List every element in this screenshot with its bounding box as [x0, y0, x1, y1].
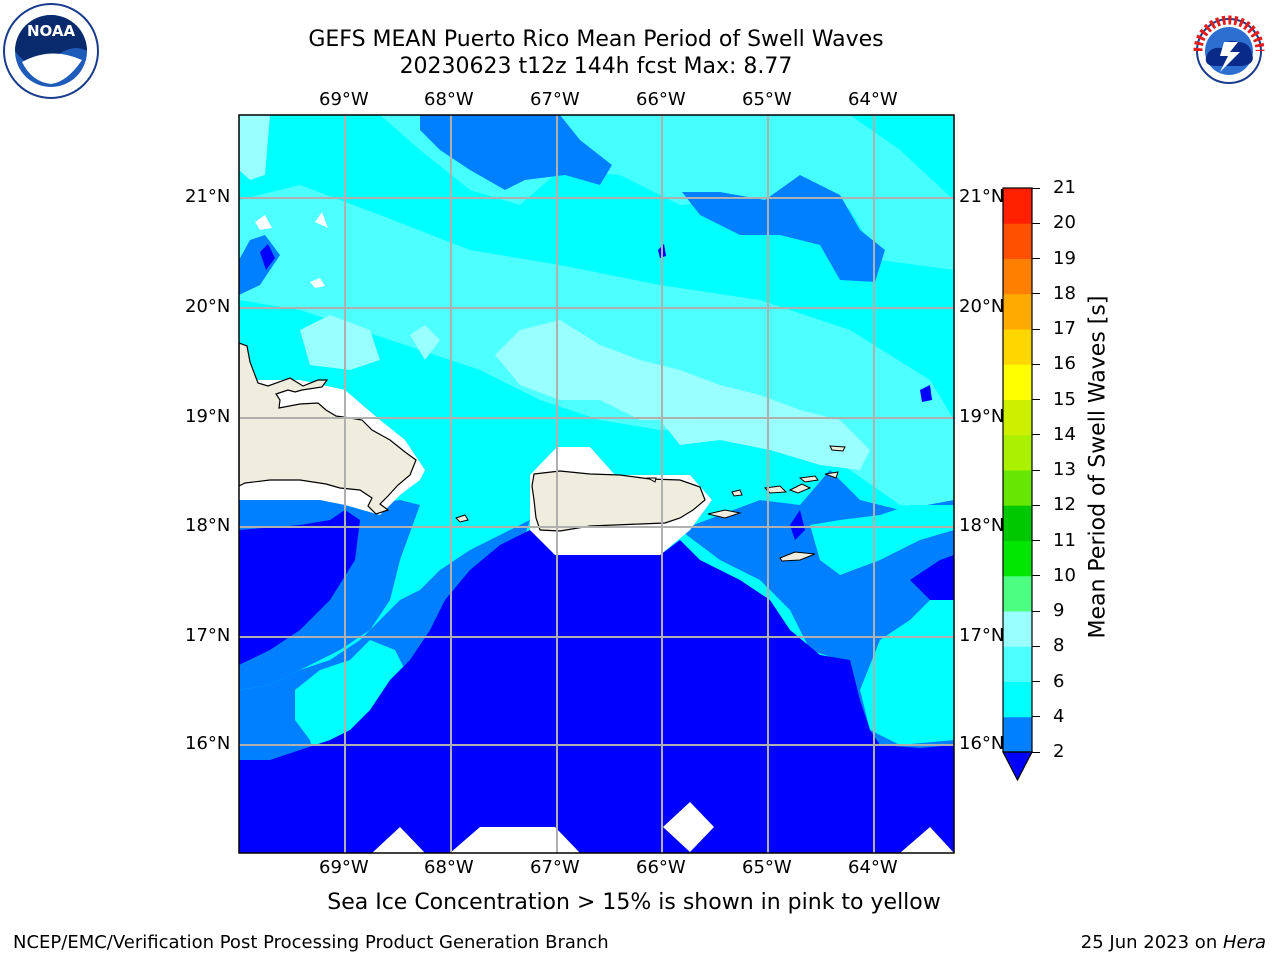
colorbar-tick-label: 16 — [1053, 353, 1076, 375]
colorbar-cell — [1003, 646, 1032, 682]
lat-label-right-2: 19°N — [959, 406, 1005, 427]
lon-label-top-4: 65°W — [742, 89, 792, 110]
colorbar-tick-label: 13 — [1053, 459, 1076, 480]
colorbar-tick-label: 17 — [1053, 318, 1076, 339]
colorbar — [1002, 187, 1033, 782]
colorbar-tick-label: 8 — [1053, 635, 1065, 657]
colorbar-tick-mark — [1032, 222, 1040, 224]
colorbar-title: Mean Period of Swell Waves [s] — [1085, 295, 1111, 639]
lat-label-right-4: 17°N — [959, 625, 1005, 646]
sea-ice-note: Sea Ice Concentration > 15% is shown in … — [0, 890, 1280, 915]
lat-label-left-1: 20°N — [185, 296, 231, 317]
swell-field-8-9 — [239, 115, 870, 470]
map-frame — [238, 114, 955, 854]
lon-label-top-0: 69°W — [319, 89, 369, 110]
colorbar-tick-mark — [1032, 399, 1040, 400]
colorbar-tick-label: 21 — [1053, 177, 1076, 198]
lon-label-top-1: 68°W — [424, 89, 474, 110]
colorbar-cell — [1003, 223, 1032, 259]
map-gridlines — [239, 115, 954, 853]
colorbar-tick-mark — [1032, 363, 1040, 365]
colorbar-cell — [1003, 399, 1032, 436]
footer-date: 25 Jun 2023 on Hera — [1081, 932, 1266, 953]
colorbar-cell — [1003, 293, 1032, 330]
lon-label-bottom-3: 66°W — [636, 857, 686, 878]
colorbar-cell — [1003, 716, 1032, 753]
colorbar-tick-label: 14 — [1053, 423, 1076, 445]
colorbar-tick-mark — [1032, 681, 1040, 682]
noaa-logo-text: NOAA — [27, 22, 76, 40]
colorbar-extend-triangle — [1002, 751, 1033, 782]
colorbar-tick-label: 2 — [1053, 741, 1065, 762]
colorbar-tick-mark — [1032, 575, 1040, 577]
colorbar-tick-label: 19 — [1053, 247, 1076, 269]
colorbar-tick-label: 6 — [1053, 670, 1065, 692]
lat-label-left-3: 18°N — [185, 515, 231, 536]
small-islands — [455, 445, 846, 562]
lon-label-bottom-0: 69°W — [319, 857, 369, 878]
colorbar-tick-mark — [1032, 469, 1040, 471]
lon-label-top-2: 67°W — [530, 89, 580, 110]
colorbar-tick-label: 10 — [1053, 564, 1076, 586]
lat-label-right-5: 16°N — [959, 733, 1005, 754]
lat-label-right-1: 20°N — [959, 296, 1005, 317]
noaa-logo: NOAA — [2, 2, 100, 100]
colorbar-tick-mark — [1032, 751, 1040, 753]
footer-credit: NCEP/EMC/Verification Post Processing Pr… — [13, 932, 609, 953]
colorbar-tick-mark — [1032, 610, 1040, 612]
colorbar-cell — [1003, 681, 1032, 718]
lat-label-left-4: 17°N — [185, 625, 231, 646]
footer-machine: Hera — [1222, 932, 1266, 953]
colorbar-tick-mark — [1032, 716, 1040, 718]
colorbar-cell — [1003, 258, 1032, 295]
lat-label-right-0: 21°N — [959, 186, 1005, 207]
colorbar-cell — [1003, 575, 1032, 612]
lon-label-bottom-1: 68°W — [424, 857, 474, 878]
colorbar-cell — [1003, 611, 1032, 647]
lon-label-top-3: 66°W — [636, 89, 686, 110]
colorbar-tick-mark — [1032, 434, 1040, 436]
colorbar-tick-mark — [1032, 328, 1040, 330]
colorbar-tick-label: 4 — [1053, 705, 1065, 727]
swell-field-below-2 — [239, 244, 954, 853]
colorbar-cell — [1003, 188, 1032, 224]
colorbar-cell — [1003, 434, 1032, 471]
chart-title-line2: 20230623 t12z 144h fcst Max: 8.77 — [399, 54, 793, 79]
colorbar-tick-label: 9 — [1053, 600, 1065, 621]
colorbar-cell — [1003, 329, 1032, 365]
lat-label-left-2: 19°N — [185, 406, 231, 427]
colorbar-tick-mark — [1032, 258, 1040, 259]
colorbar-cell — [1003, 470, 1032, 506]
colorbar-tick-mark — [1032, 187, 1040, 189]
lon-label-bottom-4: 65°W — [742, 857, 792, 878]
colorbar-tick-mark — [1032, 540, 1040, 541]
lat-label-left-0: 21°N — [185, 186, 231, 207]
sea-ice-note-text: Sea Ice Concentration > 15% is shown in … — [327, 890, 941, 915]
chart-title-line1: GEFS MEAN Puerto Rico Mean Period of Swe… — [308, 27, 884, 52]
colorbar-tick-label: 12 — [1053, 494, 1076, 516]
nws-logo — [1180, 2, 1278, 100]
colorbar-cells — [1003, 188, 1032, 753]
lon-label-bottom-5: 64°W — [848, 857, 898, 878]
colorbar-tick-label: 20 — [1053, 212, 1076, 234]
colorbar-tick-mark — [1032, 645, 1040, 647]
colorbar-tick-label: 15 — [1053, 388, 1076, 410]
colorbar-tick-label: 18 — [1053, 282, 1076, 304]
colorbar-tick-label: 11 — [1053, 529, 1076, 551]
colorbar-cell — [1003, 364, 1032, 400]
lon-label-top-5: 64°W — [848, 89, 898, 110]
lat-label-right-3: 18°N — [959, 515, 1005, 536]
footer-date-text: 25 Jun 2023 on — [1080, 932, 1223, 953]
colorbar-tick-mark — [1032, 293, 1040, 295]
lon-label-bottom-2: 67°W — [530, 857, 580, 878]
colorbar-cell — [1003, 540, 1032, 577]
colorbar-cell — [1003, 505, 1032, 541]
colorbar-tick-mark — [1032, 504, 1040, 506]
lat-label-left-5: 16°N — [185, 733, 231, 754]
